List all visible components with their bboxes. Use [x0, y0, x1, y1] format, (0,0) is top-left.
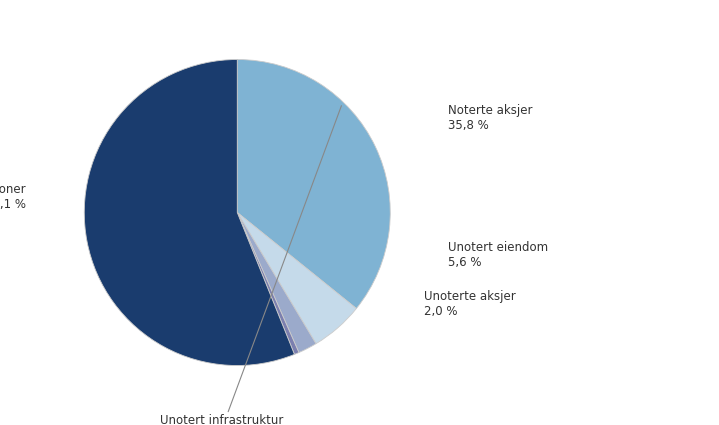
- Wedge shape: [237, 212, 299, 354]
- Text: Noterte aksjer
35,8 %: Noterte aksjer 35,8 %: [449, 104, 533, 132]
- Wedge shape: [237, 60, 390, 309]
- Text: Obligasjoner
56,1 %: Obligasjoner 56,1 %: [0, 183, 26, 211]
- Wedge shape: [84, 60, 295, 366]
- Text: Unotert eiendom
5,6 %: Unotert eiendom 5,6 %: [449, 241, 549, 269]
- Text: Unotert infrastruktur
0,5 %: Unotert infrastruktur 0,5 %: [160, 106, 342, 425]
- Wedge shape: [237, 212, 316, 352]
- Text: Unoterte aksjer
2,0 %: Unoterte aksjer 2,0 %: [424, 290, 516, 318]
- Wedge shape: [237, 212, 357, 344]
